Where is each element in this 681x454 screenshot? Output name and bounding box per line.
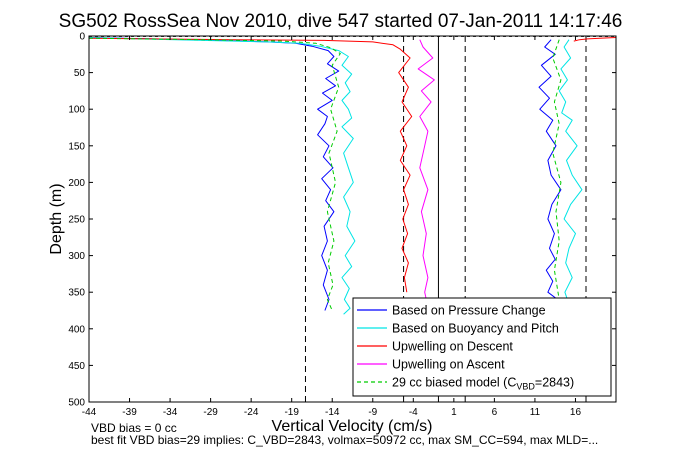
x-tick-label: -14	[325, 407, 340, 418]
y-tick-label: 200	[68, 178, 85, 189]
best-fit-note: best fit VBD bias=29 implies: C_VBD=2843…	[91, 433, 599, 447]
x-tick-label: -4	[409, 407, 418, 418]
series-line-2-segment-1	[89, 37, 356, 315]
vbd-bias-note: VBD bias = 0 cc	[91, 421, 177, 435]
legend-label-2: Based on Buoyancy and Pitch	[392, 322, 559, 336]
y-tick-label: 300	[68, 251, 85, 262]
x-tick-label: -44	[82, 407, 97, 418]
series-line-4-segment-1	[417, 39, 435, 304]
y-tick-label: 350	[68, 288, 85, 299]
series-line-1-segment-1	[89, 37, 340, 311]
y-tick-label: 100	[68, 105, 85, 116]
y-tick-label: 250	[68, 215, 85, 226]
x-tick-label: 11	[530, 407, 541, 418]
y-axis-label: Depth (m)	[48, 183, 65, 254]
x-tick-label: -29	[203, 407, 218, 418]
series-line-5-segment-1	[89, 37, 341, 311]
series-line-3-segment-1	[89, 37, 413, 293]
x-tick-label: 16	[570, 407, 582, 418]
x-tick-label: 1	[451, 407, 457, 418]
x-tick-label: 6	[492, 407, 498, 418]
y-tick-label: 150	[68, 141, 85, 152]
y-tick-label: 50	[74, 68, 86, 79]
y-tick-label: 500	[68, 398, 85, 409]
legend-box	[352, 297, 612, 397]
series-line-1-segment-2	[538, 39, 562, 308]
y-tick-label: 0	[79, 32, 85, 43]
legend-label-3: Upwelling on Descent	[392, 340, 513, 354]
legend-subscript: VBD	[516, 382, 535, 392]
x-tick-label: -34	[163, 407, 178, 418]
series-line-5-segment-2	[552, 39, 562, 300]
legend-suffix: =2843)	[535, 376, 574, 390]
x-axis-label: Vertical Velocity (cm/s)	[272, 418, 433, 435]
series-line-3-segment-2	[573, 37, 616, 42]
x-tick-label: -39	[122, 407, 137, 418]
x-tick-label: -9	[368, 407, 377, 418]
legend: Based on Pressure Change Based on Buoyanc…	[352, 297, 612, 397]
x-tick-label: -19	[284, 407, 299, 418]
legend-label-4: Upwelling on Ascent	[392, 358, 505, 372]
legend-label-5: 29 cc biased model (CVBD=2843)	[392, 376, 574, 392]
x-tick-label: -24	[244, 407, 259, 418]
series-line-2-segment-2	[558, 39, 583, 307]
y-tick-label: 400	[68, 324, 85, 335]
chart-title: SG502 RossSea Nov 2010, dive 547 started…	[58, 11, 623, 32]
y-tick-label: 450	[68, 361, 85, 372]
legend-label-1: Based on Pressure Change	[392, 304, 546, 318]
